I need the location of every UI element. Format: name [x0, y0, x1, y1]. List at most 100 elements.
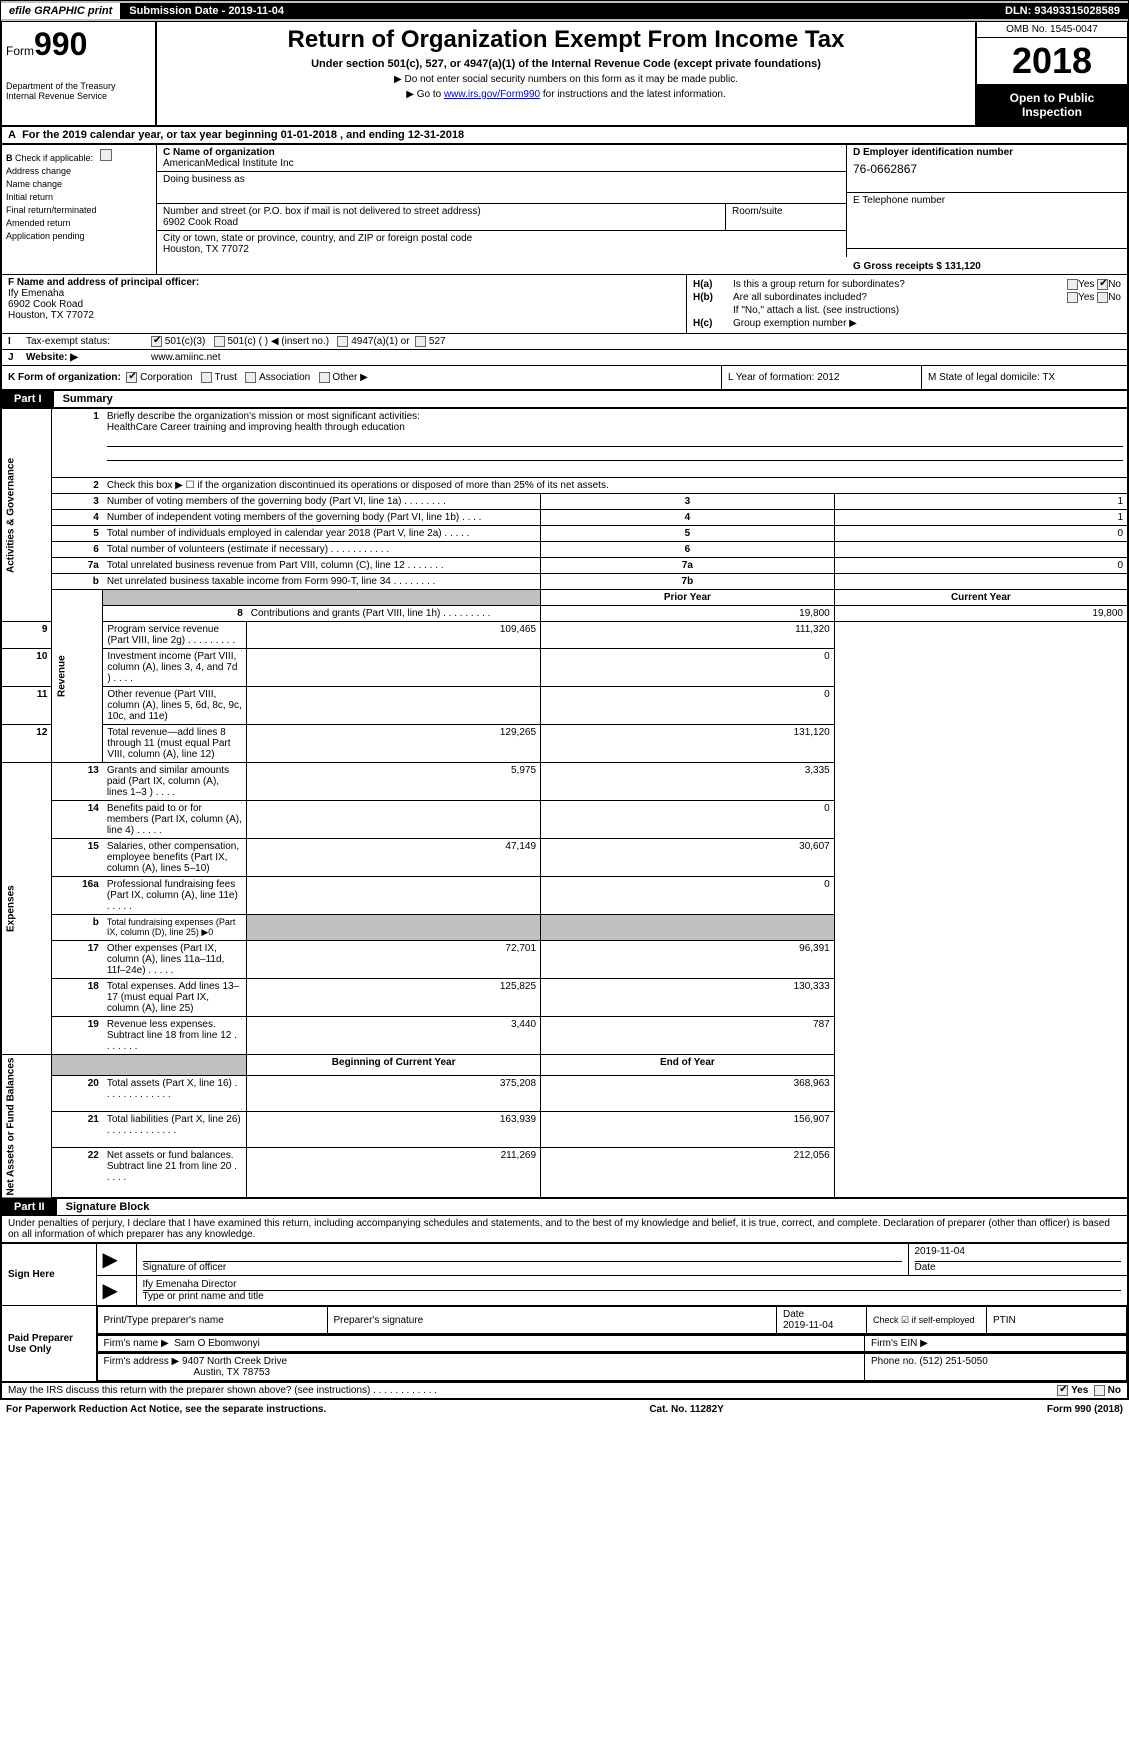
- line-6-num: 6: [52, 542, 103, 558]
- 4947-checkbox[interactable]: [337, 336, 348, 347]
- prep-self-employed: Check ☑ if self-employed: [867, 1307, 987, 1334]
- chk-final-return[interactable]: Final return/terminated: [6, 205, 152, 215]
- line-1-num: 1: [52, 409, 103, 478]
- instr-post: for instructions and the latest informat…: [540, 89, 726, 100]
- hb-yes-checkbox[interactable]: [1067, 292, 1078, 303]
- line-4-val: 1: [834, 510, 1128, 526]
- mission-blank-1: [107, 433, 1123, 447]
- ptin-label: PTIN: [987, 1307, 1127, 1334]
- line-6-val: [834, 542, 1128, 558]
- corp-checkbox[interactable]: [126, 372, 137, 383]
- other-checkbox[interactable]: [319, 372, 330, 383]
- row-klm: K Form of organization: Corporation Trus…: [0, 366, 1129, 391]
- section-h: H(a)Is this a group return for subordina…: [687, 275, 1127, 333]
- chk-name-change[interactable]: Name change: [6, 179, 152, 189]
- hb-no-checkbox[interactable]: [1097, 292, 1108, 303]
- yes-label: Yes: [1078, 279, 1094, 290]
- line-13-num: 13: [52, 763, 103, 801]
- room-label: Room/suite: [732, 206, 840, 217]
- firm-addr-row: Firm's address ▶ 9407 North Creek DriveA…: [96, 1353, 1128, 1383]
- line-21-end: 156,907: [541, 1112, 835, 1148]
- street-value: 6902 Cook Road: [163, 217, 719, 228]
- paid-preparer-label: Paid Preparer Use Only: [1, 1306, 96, 1383]
- line-22-num: 22: [52, 1147, 103, 1198]
- firm-name-cell: Firm's name ▶ Sam O Ebomwonyi: [97, 1336, 865, 1352]
- instr-ssn: ▶ Do not enter social security numbers o…: [165, 74, 967, 85]
- dept-treasury: Department of the Treasury: [6, 81, 151, 91]
- sign-date-value: 2019-11-04: [915, 1246, 1122, 1262]
- chk-pending[interactable]: Application pending: [6, 231, 152, 241]
- no-label: No: [1108, 279, 1121, 290]
- line-15-num: 15: [52, 839, 103, 877]
- hc-label: H(c): [693, 318, 733, 329]
- 527-checkbox[interactable]: [415, 336, 426, 347]
- line-b-desc: Total fundraising expenses (Part IX, col…: [103, 915, 247, 941]
- hb-text: Are all subordinates included?: [733, 292, 1067, 303]
- discuss-yes-checkbox[interactable]: [1057, 1385, 1068, 1396]
- ha-no-checkbox[interactable]: [1097, 279, 1108, 290]
- prior-year-hdr: Prior Year: [541, 590, 835, 606]
- chk-address-change[interactable]: Address change: [6, 166, 152, 176]
- line-7a-num: 7a: [52, 558, 103, 574]
- line-12-desc: Total revenue—add lines 8 through 11 (mu…: [103, 725, 247, 763]
- room-suite: Room/suite: [726, 204, 846, 230]
- firm-phone: Phone no. (512) 251-5050: [865, 1354, 1127, 1381]
- line-20-num: 20: [52, 1076, 103, 1112]
- top-bar: efile GRAPHIC print Submission Date - 20…: [0, 0, 1129, 22]
- part2-header-row: Part II Signature Block: [0, 1199, 1129, 1216]
- begin-year-hdr: Beginning of Current Year: [247, 1055, 541, 1076]
- line-b-desc: Net unrelated business taxable income fr…: [103, 574, 541, 590]
- line-15-desc: Salaries, other compensation, employee b…: [103, 839, 247, 877]
- signature-field[interactable]: Signature of officer: [136, 1243, 908, 1276]
- chk-initial-return[interactable]: Initial return: [6, 192, 152, 202]
- subtitle: Under section 501(c), 527, or 4947(a)(1)…: [165, 58, 967, 70]
- sign-arrow-1: ▶: [96, 1243, 136, 1276]
- part1-title: Summary: [57, 393, 113, 405]
- instr-pre: ▶ Go to: [406, 89, 444, 100]
- line-18-prior: 125,825: [247, 979, 541, 1017]
- line-3-desc: Number of voting members of the governin…: [103, 494, 541, 510]
- line-3-val: 1: [834, 494, 1128, 510]
- line-19-current: 787: [541, 1017, 835, 1055]
- line-13-current: 3,335: [541, 763, 835, 801]
- assoc-label: Association: [259, 372, 310, 383]
- line-10-num: 10: [1, 649, 52, 687]
- line-11-num: 11: [1, 687, 52, 725]
- line-b-current: [541, 915, 835, 941]
- sign-arrow-2: ▶: [96, 1276, 136, 1306]
- 501c3-checkbox[interactable]: [151, 336, 162, 347]
- assoc-checkbox[interactable]: [245, 372, 256, 383]
- prep-date-cell: Date2019-11-04: [777, 1307, 867, 1334]
- discuss-no-checkbox[interactable]: [1094, 1385, 1105, 1396]
- line-17-desc: Other expenses (Part IX, column (A), lin…: [103, 941, 247, 979]
- irs-link[interactable]: www.irs.gov/Form990: [444, 89, 540, 100]
- ha-yes-checkbox[interactable]: [1067, 279, 1078, 290]
- street-label: Number and street (or P.O. box if mail i…: [163, 206, 719, 217]
- prep-date-val: 2019-11-04: [783, 1320, 833, 1331]
- line-6-desc: Total number of volunteers (estimate if …: [103, 542, 541, 558]
- line-10-current: 0: [541, 649, 835, 687]
- form-number: 990: [34, 26, 87, 62]
- row-fh: F Name and address of principal officer:…: [0, 274, 1129, 333]
- line-7a-ref: 7a: [541, 558, 835, 574]
- line-16a-num: 16a: [52, 877, 103, 915]
- line-1-desc: Briefly describe the organization's miss…: [103, 409, 1128, 478]
- checkbox-icon[interactable]: [100, 149, 112, 161]
- line-8-desc: Contributions and grants (Part VIII, lin…: [247, 606, 541, 622]
- line-18-num: 18: [52, 979, 103, 1017]
- line-13-desc: Grants and similar amounts paid (Part IX…: [103, 763, 247, 801]
- submission-date: Submission Date - 2019-11-04: [121, 3, 997, 19]
- line-17-prior: 72,701: [247, 941, 541, 979]
- line-7a-val: 0: [834, 558, 1128, 574]
- dba-box: Doing business as: [157, 172, 847, 204]
- part2-title: Signature Block: [60, 1201, 150, 1213]
- 501c-checkbox[interactable]: [214, 336, 225, 347]
- city-value: Houston, TX 77072: [163, 244, 840, 255]
- line-21-begin: 163,939: [247, 1112, 541, 1148]
- gross-receipts: G Gross receipts $ 131,120: [847, 249, 1127, 274]
- chk-amended[interactable]: Amended return: [6, 218, 152, 228]
- trust-checkbox[interactable]: [201, 372, 212, 383]
- dln: DLN: 93493315028589: [997, 3, 1128, 19]
- line-19-desc: Revenue less expenses. Subtract line 18 …: [103, 1017, 247, 1055]
- org-name: AmericanMedical Institute Inc: [163, 158, 840, 169]
